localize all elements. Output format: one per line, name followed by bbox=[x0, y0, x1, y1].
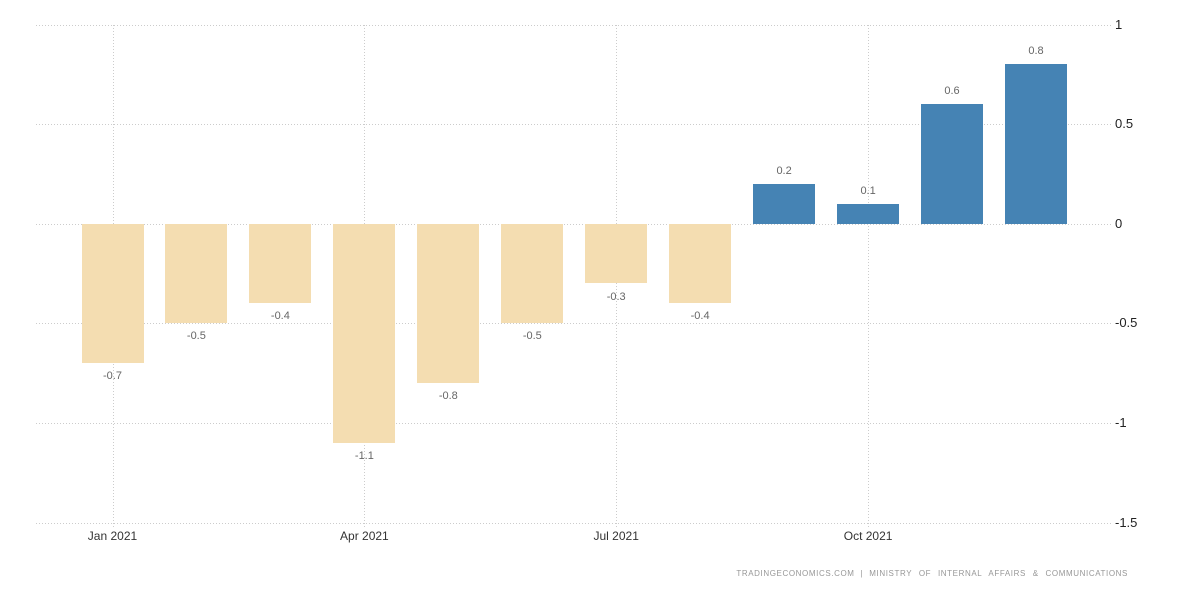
bar[interactable] bbox=[921, 104, 983, 224]
bar[interactable] bbox=[501, 223, 564, 324]
bar[interactable] bbox=[837, 203, 900, 224]
bar[interactable] bbox=[669, 223, 732, 304]
bar-value-label: 0.6 bbox=[944, 85, 960, 98]
bar-value-label: 0.2 bbox=[776, 164, 792, 177]
bar[interactable] bbox=[249, 223, 312, 304]
h-gridline bbox=[36, 422, 1112, 424]
attribution: TRADINGECONOMICS.COM | MINISTRY OF INTERNA… bbox=[736, 569, 1128, 578]
bar-value-label: -0.5 bbox=[522, 330, 542, 343]
h-gridline bbox=[36, 124, 1112, 126]
y-axis-tick-label: 1 bbox=[1115, 16, 1123, 32]
bar-value-label: -0.5 bbox=[186, 330, 206, 343]
bar[interactable] bbox=[417, 223, 480, 384]
bar-value-label: -1.1 bbox=[354, 449, 374, 462]
y-axis-tick-label: -1.5 bbox=[1115, 514, 1138, 530]
bar-value-label: -0.3 bbox=[606, 290, 626, 303]
h-gridline bbox=[36, 223, 1112, 225]
v-gridline bbox=[868, 24, 870, 529]
x-axis-tick-label: Apr 2021 bbox=[340, 528, 389, 543]
bar-value-label: -0.4 bbox=[270, 310, 290, 323]
y-axis-tick-label: 0 bbox=[1115, 215, 1123, 231]
bar-value-label: -0.4 bbox=[690, 310, 710, 323]
y-axis-tick-label: 0.5 bbox=[1115, 116, 1134, 132]
y-axis-tick-label: -1 bbox=[1115, 414, 1127, 430]
bar[interactable] bbox=[1005, 64, 1067, 224]
bar[interactable] bbox=[753, 183, 816, 224]
x-axis-tick-label: Oct 2021 bbox=[843, 528, 893, 543]
x-axis-tick-label: Jul 2021 bbox=[593, 528, 639, 543]
h-gridline bbox=[36, 323, 1112, 325]
bar-value-label: -0.8 bbox=[438, 390, 458, 403]
attribution-source-ministry: MINISTRY OF INTERNAL AFFAIRS & COMMUNICA… bbox=[869, 569, 1128, 578]
attribution-source-tradingeconomics: TRADINGECONOMICS.COM bbox=[736, 569, 855, 578]
bar-value-label: 0.1 bbox=[860, 184, 876, 197]
y-axis-tick-label: -0.5 bbox=[1115, 315, 1138, 331]
bar[interactable] bbox=[585, 223, 648, 284]
attribution-separator: | bbox=[860, 569, 864, 578]
bar-value-label: 0.8 bbox=[1028, 45, 1044, 58]
bar[interactable] bbox=[333, 223, 396, 443]
bar-value-label: -0.7 bbox=[103, 370, 122, 383]
x-axis-tick-label: Jan 2021 bbox=[87, 528, 138, 543]
h-gridline bbox=[36, 522, 1112, 524]
h-gridline bbox=[36, 24, 1112, 26]
bar[interactable] bbox=[165, 223, 228, 324]
bar[interactable] bbox=[81, 223, 144, 364]
